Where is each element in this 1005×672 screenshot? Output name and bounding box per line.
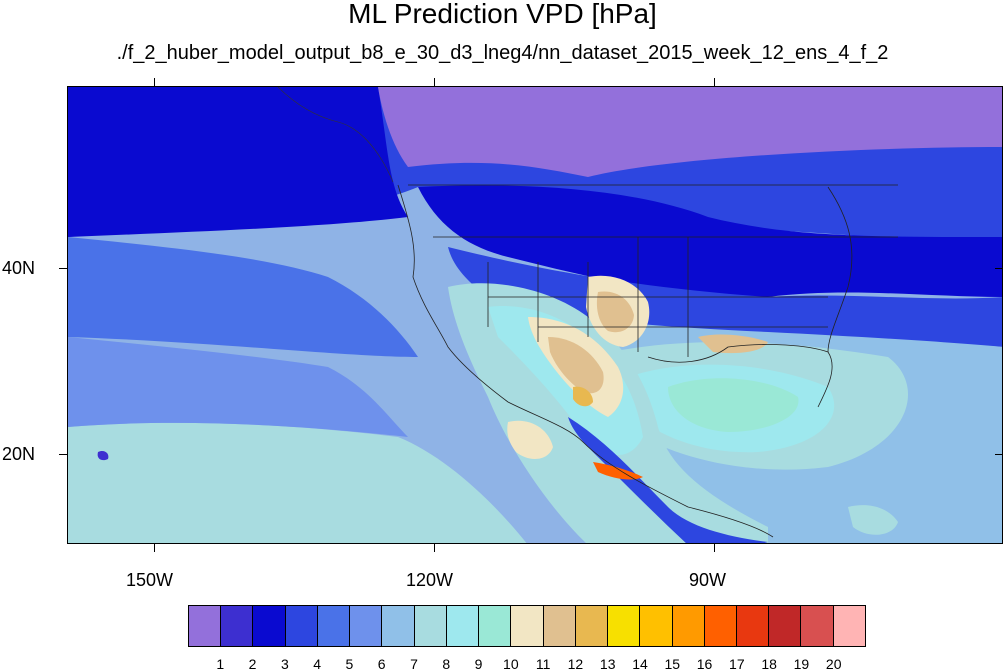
colorbar-label: 3 (280, 656, 289, 672)
colorbar-label: 1 (216, 656, 225, 672)
lon-label-150w: 150W (126, 570, 174, 590)
colorbar-swatch (704, 606, 737, 646)
lon-label-120w: 120W (406, 570, 454, 590)
colorbar-label: 9 (474, 656, 483, 672)
lat-tick (59, 454, 67, 455)
lat-label-40n: 40N (2, 258, 36, 278)
colorbar-label: 5 (345, 656, 354, 672)
colorbar-swatch (640, 606, 673, 646)
colorbar-swatch (511, 606, 544, 646)
colorbar-swatch (382, 606, 415, 646)
lon-tick (154, 78, 155, 86)
lon-tick (434, 544, 435, 552)
colorbar-label: 8 (442, 656, 451, 672)
colorbar-label: 10 (503, 656, 519, 672)
colorbar-swatch (285, 606, 318, 646)
colorbar-swatch (833, 606, 865, 646)
colorbar-label: 14 (632, 656, 648, 672)
colorbar-label: 16 (696, 656, 713, 672)
colorbar-swatch (736, 606, 770, 646)
colorbar-swatch (543, 606, 576, 646)
colorbar-label: 12 (567, 656, 584, 672)
colorbar-label: 4 (313, 656, 322, 672)
colorbar-swatch (769, 606, 802, 646)
vpd-map (67, 86, 1003, 544)
colorbar-label: 18 (761, 656, 777, 672)
lat-tick (995, 454, 1003, 455)
map-field (68, 87, 1002, 543)
colorbar-label: 13 (599, 656, 616, 672)
colorbar-swatch (350, 606, 383, 646)
chart-title: ML Prediction VPD [hPa] (348, 0, 657, 29)
colorbar-swatch (575, 606, 609, 646)
colorbar-swatch (253, 606, 286, 646)
colorbar (188, 605, 866, 647)
lon-label-90w: 90W (689, 570, 727, 590)
colorbar-label: 11 (535, 656, 551, 672)
colorbar-label: 15 (664, 656, 681, 672)
colorbar-label: 17 (729, 656, 745, 672)
colorbar-swatch (414, 606, 447, 646)
colorbar-label: 2 (248, 656, 257, 672)
colorbar-swatch (221, 606, 254, 646)
colorbar-swatch (446, 606, 480, 646)
colorbar-label: 7 (410, 656, 418, 672)
colorbar-swatch (801, 606, 834, 646)
colorbar-swatch (189, 606, 222, 646)
colorbar-swatch (317, 606, 351, 646)
colorbar-label: 20 (825, 656, 842, 672)
colorbar-swatch (608, 606, 641, 646)
lat-tick (995, 268, 1003, 269)
lat-label-20n: 20N (2, 444, 36, 464)
lon-tick (714, 78, 715, 86)
colorbar-label: 6 (377, 656, 386, 672)
colorbar-swatch (672, 606, 705, 646)
lon-tick (154, 544, 155, 552)
chart-subtitle: ./f_2_huber_model_output_b8_e_30_d3_lneg… (116, 42, 889, 64)
colorbar-swatch (479, 606, 512, 646)
colorbar-label: 19 (793, 656, 810, 672)
lon-tick (714, 544, 715, 552)
lon-tick (434, 78, 435, 86)
lat-tick (59, 268, 67, 269)
